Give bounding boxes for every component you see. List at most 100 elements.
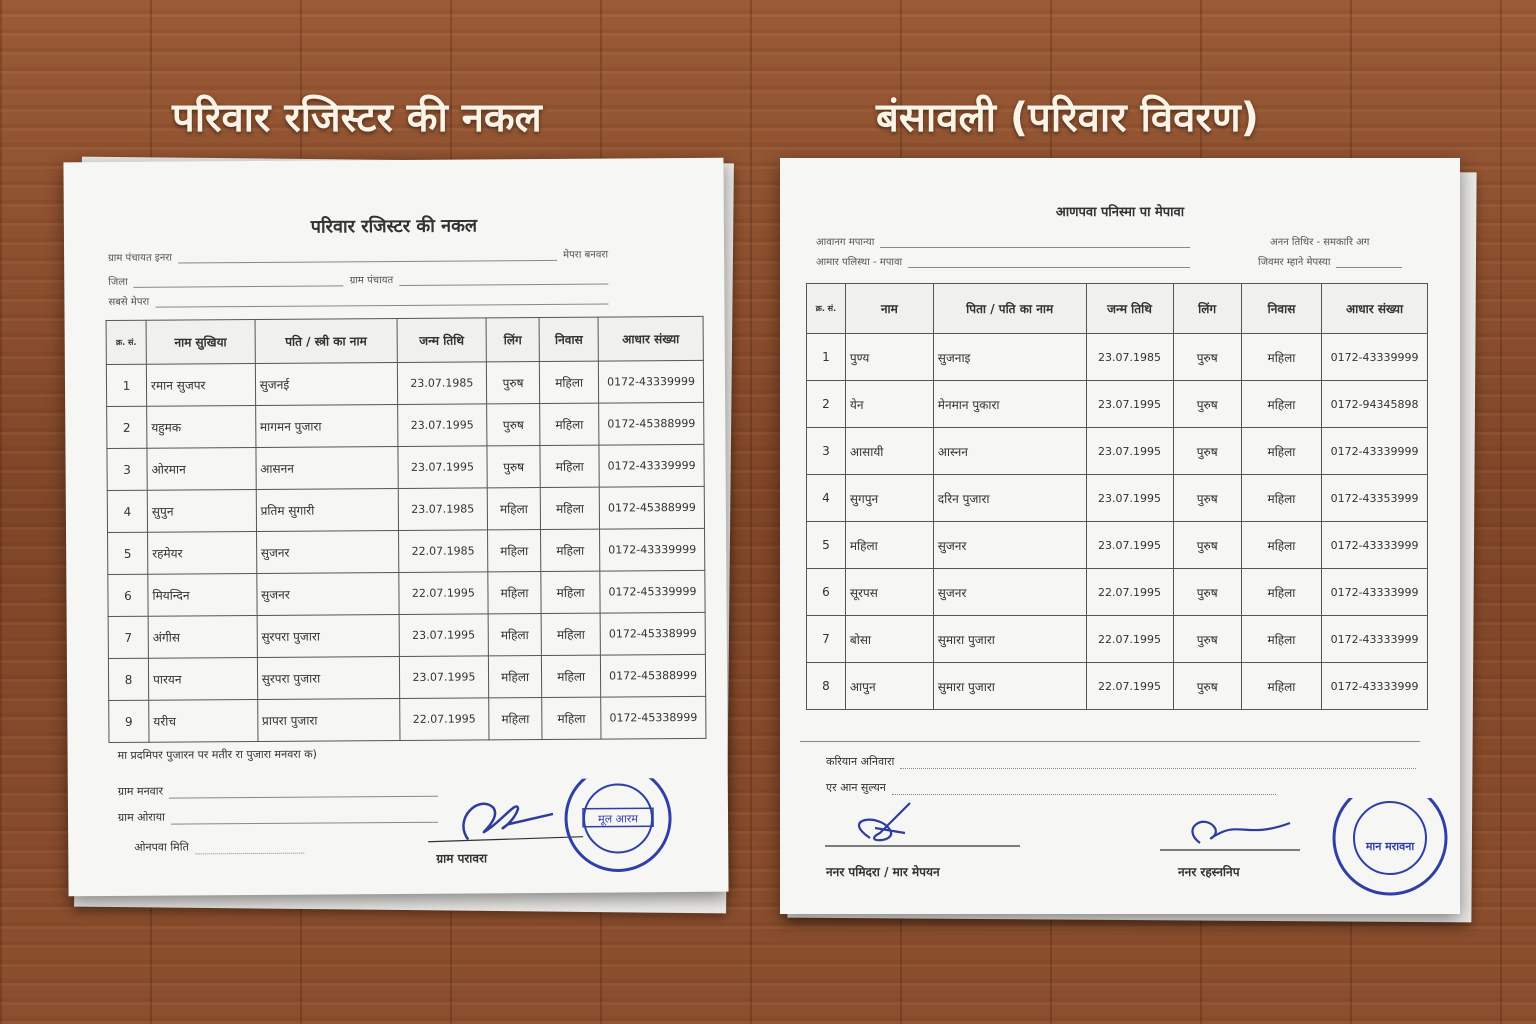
table-cell: 0172-43339999 [598, 360, 704, 404]
table-cell: 0172-45388999 [598, 402, 704, 446]
table-cell: महिला [487, 487, 541, 530]
table-cell: 0172-43339999 [599, 444, 705, 488]
table-cell: 23.07.1995 [1085, 380, 1174, 428]
table-cell: पुरुष [486, 445, 541, 488]
table-cell: 0172-43353999 [1321, 474, 1428, 522]
table-row: 3 ओरमान आसनन 23.07.1995 पुरुष महिला 0172-43339… [106, 444, 705, 491]
table-cell: पुरुष [1172, 521, 1242, 569]
table-cell: 9 [108, 700, 149, 743]
field-label: ग्राम पंचायत इनरा [108, 252, 172, 265]
table-row: 7 अंगीस सुरपरा पुजारा 23.07.1995 महिला महिला 0… [108, 612, 706, 659]
table-cell: महिला [541, 613, 601, 656]
right-title: बंसावली (परिवार विवरण) [876, 95, 1259, 141]
table-header-row: क्र. सं. नाम पिता / पति का नाम जन्म तिथि लिं… [806, 283, 1428, 334]
field-line: ग्राम ओराया [117, 808, 439, 825]
family-register-document: परिवार रजिस्टर की नकल ग्राम पंचायत इनरा म… [63, 157, 729, 897]
table-cell: अंगीस [148, 615, 258, 659]
table-cell: आसायी [844, 427, 934, 475]
table-row: 2 यहुमक मागमन पुजारा 23.07.1995 पुरुष महिला 01… [106, 402, 704, 449]
table-cell: सुजनाइ [932, 333, 1087, 381]
field-label: आवानग मपान्या [816, 237, 875, 248]
field-line: एर आन सुल्यन [826, 780, 1276, 795]
column-header: निवास [1240, 283, 1323, 334]
table-cell: पुण्य [844, 333, 934, 381]
table-cell: पुरुष [1172, 474, 1242, 522]
table-cell: महिला [540, 487, 600, 530]
table-cell: 23.07.1995 [397, 403, 487, 447]
table-cell: 23.07.1995 [398, 613, 489, 657]
table-row: 1 रमान सुजपर सुजनई 23.07.1985 पुरुष महिला 0172… [106, 360, 704, 407]
table-header-row: क्र. सं. नाम सुखिया पति / स्त्री का नाम जन्… [106, 316, 704, 365]
table-cell: सुजनर [932, 568, 1087, 616]
field-label: ओनपवा मिति [134, 840, 189, 854]
table-cell: 0172-43333999 [1321, 662, 1428, 710]
field-label: जिला [108, 276, 128, 289]
table-cell: 22.07.1995 [1085, 662, 1174, 710]
note: मा प्रदमिपर पुजारन पर मतीर रा पुजारा मनव… [117, 747, 317, 762]
table-cell: 0172-45339999 [599, 570, 706, 614]
table-row: 4 सुपुन प्रतिम सुगारी 23.07.1985 महिला महिला 0… [107, 486, 705, 533]
column-header: आधार संख्या [1321, 283, 1428, 334]
column-header: जन्म तिथि [1085, 283, 1174, 334]
table-cell: मागमन पुजारा [255, 404, 398, 448]
table-cell: 2 [806, 380, 846, 428]
column-header: पिता / पति का नाम [932, 283, 1087, 334]
table-cell: पुरुष [1172, 427, 1242, 475]
table-cell: 6 [107, 574, 149, 617]
table-cell: पुरुष [1172, 615, 1242, 663]
table-cell: 23.07.1985 [398, 487, 488, 531]
table-cell: महिला [1240, 333, 1323, 381]
table-cell: 4 [806, 474, 846, 522]
field-line: ओनपवा मिति [134, 839, 305, 855]
field-line: आवानग मपान्या [816, 234, 1190, 248]
signature-and-stamp: मूल आरम [428, 777, 672, 872]
stamp-text: मूल आरम [598, 812, 638, 826]
field-label: ग्राम ओराया [117, 810, 166, 824]
table-cell: 5 [107, 532, 148, 575]
table-cell: आपुन [844, 662, 934, 710]
table-cell: महिला [540, 571, 601, 614]
table-cell: महिला [1240, 427, 1323, 475]
table-cell: महिला [1240, 474, 1323, 522]
table-cell: पुरुष [486, 361, 540, 404]
table-cell: महिला [1240, 380, 1323, 428]
table-cell: 22.07.1995 [1085, 568, 1174, 616]
table-cell: महिला [1240, 615, 1323, 663]
field-label: जिवमर म्हाने मेपस्या [1258, 257, 1331, 268]
table-cell: सुगपुन [844, 474, 934, 522]
table-cell: महिला [488, 613, 542, 656]
table-cell: 6 [806, 568, 846, 616]
table-cell: सुरपरा पुजारा [257, 656, 400, 700]
field-label: करियान अनिवारा [826, 755, 895, 768]
document-heading: आणपवा पनिस्मा पा मेपावा [1055, 205, 1185, 220]
table-cell: 0172-45338999 [600, 612, 706, 656]
table-cell: पारयन [148, 657, 258, 701]
table-cell: 0172-45388999 [600, 654, 706, 698]
table-cell: 7 [806, 615, 846, 663]
field-label: ग्राम पंचायत [349, 275, 394, 287]
table-cell: 22.07.1995 [398, 571, 489, 615]
table-cell: महिला [541, 655, 601, 698]
table-row: 2 येन मेनमान पुकारा 23.07.1995 पुरुष महिला 017… [806, 380, 1428, 428]
table-row: 8 पारयन सुरपरा पुजारा 23.07.1995 महिला महिला 0… [108, 654, 706, 701]
stamp-text: मान मरावना [1365, 840, 1416, 853]
table-cell: 23.07.1985 [1085, 333, 1174, 381]
table-cell: मियन्दिन [147, 573, 257, 617]
table-cell: सूरपस [844, 568, 934, 616]
table-cell: 23.07.1995 [1085, 427, 1174, 475]
table-cell: रहमेयर [147, 531, 257, 575]
table-cell: सुमारा पुजारा [932, 615, 1087, 663]
table-row: 8 आपुन सुमारा पुजारा 22.07.1995 पुरुष महिला 01… [806, 662, 1428, 710]
field-label: मेपरा बनवरा [563, 249, 609, 261]
field-line: जिवमर म्हाने मेपस्या [1258, 254, 1402, 268]
table-cell: महिला [487, 571, 542, 614]
table-cell: 0172-45388999 [599, 486, 705, 530]
table-cell: 0172-94345898 [1321, 380, 1428, 428]
table-cell: यहुमक [146, 405, 256, 449]
document-heading: परिवार रजिस्टर की नकल [310, 215, 478, 238]
table-cell: ओरमान [146, 447, 256, 491]
field-label: सबसे मेपरा [108, 296, 150, 309]
table-cell: महिला [1240, 568, 1323, 616]
column-header: क्र. सं. [806, 283, 846, 334]
table-cell: पुरुष [486, 403, 541, 446]
